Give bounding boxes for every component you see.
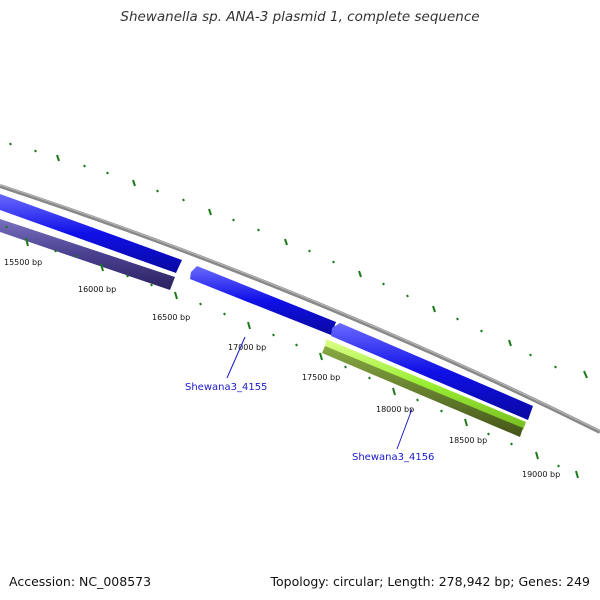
outer-tick-track: [9, 142, 588, 379]
inner-tick-track: [5, 225, 579, 479]
tick-label-16000: 16000 bp: [78, 285, 116, 294]
tick-label-18500: 18500 bp: [449, 436, 487, 445]
gene-highlighted-shewana3-4156[interactable]: [325, 339, 526, 430]
gene-forward-2[interactable]: [190, 266, 336, 335]
gene-label-shewana3-4155[interactable]: Shewana3_4155: [185, 382, 267, 393]
summary-label: Topology: circular; Length: 278,942 bp; …: [270, 574, 591, 589]
plasmid-backbone: [0, 184, 600, 434]
gene-highlighted-shewana3-4156-shadow: [322, 346, 523, 437]
tick-label-15500: 15500 bp: [4, 258, 42, 267]
gene-label-leader-4156: [396, 408, 413, 450]
tick-label-16500: 16500 bp: [152, 313, 190, 322]
accession-label: Accession: NC_008573: [9, 574, 152, 589]
tick-label-18000: 18000 bp: [376, 405, 414, 414]
gene-forward-3[interactable]: [331, 323, 533, 420]
gene-label-leader-4155: [226, 336, 246, 379]
map-title: Shewanella sp. ANA-3 plasmid 1, complete…: [120, 9, 480, 25]
gene-forward-1[interactable]: [0, 194, 182, 273]
tick-label-17500: 17500 bp: [302, 373, 340, 382]
gene-label-shewana3-4156[interactable]: Shewana3_4156: [352, 452, 434, 463]
gene-reverse-1[interactable]: [0, 219, 175, 290]
tick-label-19000: 19000 bp: [522, 470, 560, 479]
tick-label-17000: 17000 bp: [228, 343, 266, 352]
